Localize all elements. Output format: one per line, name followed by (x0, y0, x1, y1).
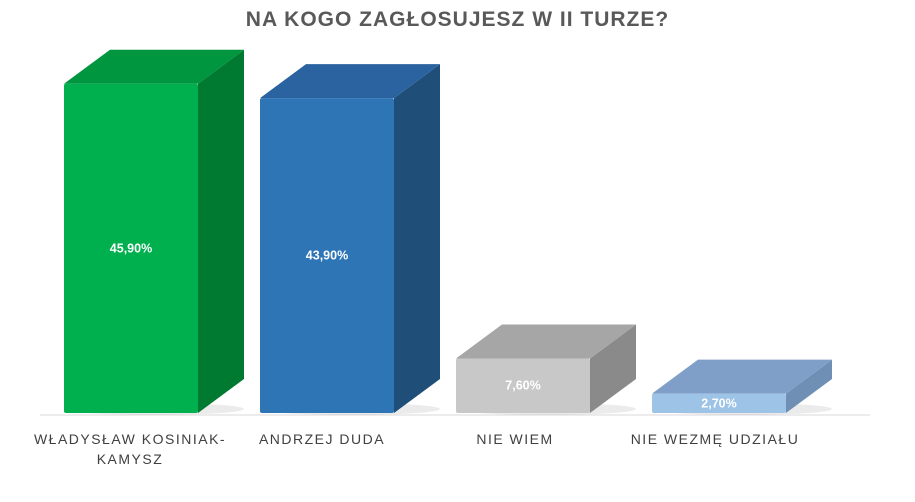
bar-top (260, 64, 440, 99)
bar-side (590, 324, 636, 413)
bar-value-label: 2,70% (701, 396, 736, 410)
bar-value-label: 43,90% (306, 249, 348, 263)
bar-side (786, 359, 832, 413)
bar-side (198, 49, 244, 413)
bar-value-label: 45,90% (110, 241, 152, 255)
category-label: WŁADYSŁAW KOSINIAK- (34, 431, 226, 447)
bar-top (64, 49, 244, 84)
bar-value-label: 7,60% (505, 379, 540, 393)
category-label: ANDRZEJ DUDA (259, 431, 385, 447)
category-label: KAMYSZ (97, 451, 164, 467)
bar (260, 98, 394, 413)
bar-top (456, 324, 636, 359)
bar (456, 358, 590, 413)
bar-side (394, 64, 440, 413)
category-label: NIE WIEM (476, 431, 553, 447)
bar (652, 393, 786, 413)
chart-title: NA KOGO ZAGŁOSUJESZ W II TURZE? (245, 8, 670, 31)
bar-top (652, 359, 832, 394)
category-label: NIE WEZMĘ UDZIAŁU (631, 431, 800, 447)
bar (64, 83, 198, 413)
